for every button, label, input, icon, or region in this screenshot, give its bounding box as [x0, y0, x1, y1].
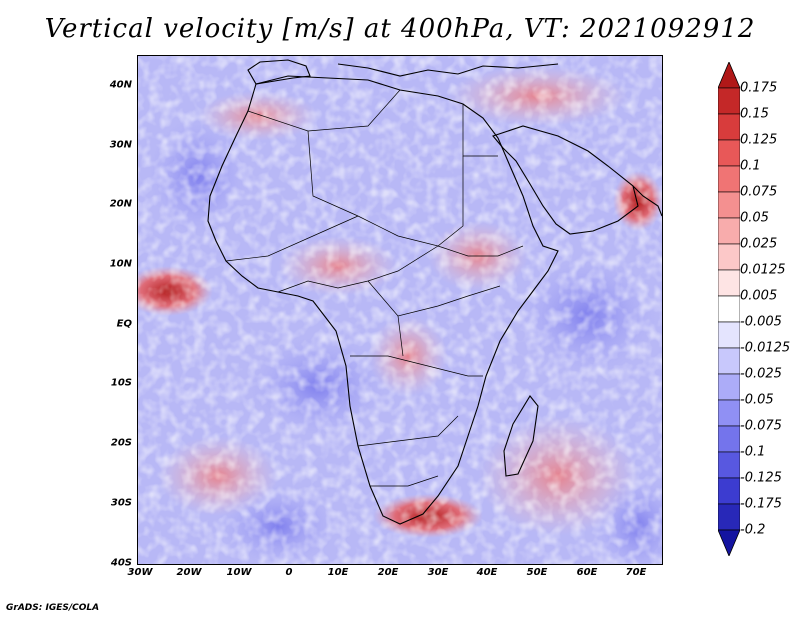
colorbar-label: 0.0125 — [740, 262, 786, 278]
colorbar-swatch — [718, 451, 740, 479]
colorbar-label: 0.025 — [740, 236, 778, 252]
colorbar-swatch — [718, 399, 740, 427]
colorbar-swatch — [718, 191, 740, 219]
colorbar-swatch — [718, 165, 740, 193]
colorbar-swatch — [718, 347, 740, 375]
lon-label: 20E — [377, 567, 399, 578]
colorbar-label: 0.005 — [740, 288, 778, 304]
colorbar-label: -0.125 — [740, 470, 782, 486]
lon-label: 70E — [625, 567, 647, 578]
colorbar-label: 0.1 — [740, 158, 761, 174]
colorbar-swatch — [718, 139, 740, 167]
lon-label: 0 — [285, 567, 293, 578]
lon-label: 30E — [427, 567, 449, 578]
colorbar-label: 0.075 — [740, 184, 778, 200]
colorbar-swatch — [718, 269, 740, 297]
lon-label: 50E — [526, 567, 548, 578]
colorbar-label: 0.15 — [740, 106, 769, 122]
coastlines — [207, 59, 662, 525]
colorbar-arrow-top — [718, 62, 740, 89]
chart-title: Vertical velocity [m/s] at 400hPa, VT: 2… — [44, 14, 756, 44]
colorbar-swatch — [718, 321, 740, 349]
lat-label: 20S — [110, 437, 132, 449]
velocity-field — [138, 56, 662, 564]
colorbar-swatch — [718, 425, 740, 453]
colorbar-label: -0.05 — [740, 392, 774, 408]
colorbar-label: -0.0125 — [740, 340, 791, 356]
map-panel — [137, 55, 663, 565]
lon-label: 10E — [327, 567, 349, 578]
colorbar-swatch — [718, 295, 740, 323]
lat-label: 40N — [109, 79, 132, 91]
country-borders — [225, 89, 524, 487]
colorbar-swatch — [718, 503, 740, 531]
colorbar-arrow-bottom — [718, 529, 740, 556]
colorbar-label: -0.005 — [740, 314, 782, 330]
colorbar — [718, 62, 740, 556]
lat-label: 20N — [109, 198, 132, 210]
lat-label: EQ — [116, 318, 132, 330]
lat-label: 10N — [109, 258, 132, 270]
colorbar-swatch — [718, 243, 740, 271]
lat-label: 40S — [110, 557, 132, 569]
lat-label: 30N — [109, 139, 132, 151]
colorbar-swatch — [718, 217, 740, 245]
lon-label: 30W — [127, 567, 153, 578]
colorbar-label: 0.05 — [740, 210, 769, 226]
colorbar-label: 0.125 — [740, 132, 778, 148]
colorbar-swatch — [718, 477, 740, 505]
lon-label: 10W — [226, 567, 252, 578]
lon-label: 20W — [176, 567, 202, 578]
colorbar-label: -0.075 — [740, 418, 782, 434]
colorbar-label: -0.025 — [740, 366, 782, 382]
colorbar-swatch — [718, 87, 740, 115]
colorbar-swatch — [718, 373, 740, 401]
colorbar-label: -0.2 — [740, 522, 766, 538]
colorbar-label: -0.175 — [740, 496, 782, 512]
lat-label: 10S — [110, 377, 132, 389]
colorbar-label: 0.175 — [740, 80, 778, 96]
lon-label: 40E — [476, 567, 498, 578]
credit-text: GrADS: IGES/COLA — [6, 603, 100, 613]
colorbar-label: -0.1 — [740, 444, 766, 460]
lat-label: 30S — [110, 497, 132, 509]
lon-label: 60E — [576, 567, 598, 578]
colorbar-swatch — [718, 113, 740, 141]
